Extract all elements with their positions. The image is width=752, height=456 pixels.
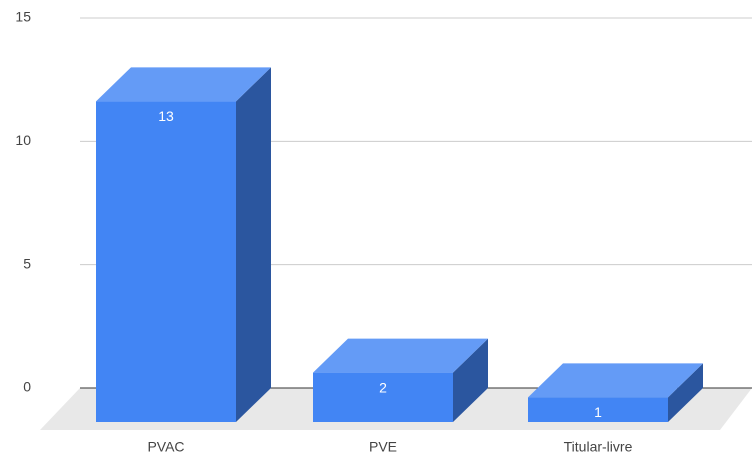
data-label: 1	[594, 404, 602, 420]
data-label: 2	[379, 379, 387, 395]
x-tick-label: PVE	[369, 439, 397, 455]
x-tick-label: Titular-livre	[564, 439, 633, 455]
bar-top	[528, 363, 703, 398]
bar-side	[453, 338, 488, 422]
y-tick-label: 15	[15, 9, 31, 25]
bar-top	[313, 338, 488, 373]
bar-front	[313, 372, 453, 422]
bar	[96, 67, 271, 422]
bar-side	[236, 67, 271, 422]
bar	[313, 338, 488, 422]
x-tick-label: PVAC	[147, 439, 184, 455]
bar-side	[668, 363, 703, 422]
bar-front	[96, 101, 236, 422]
y-tick-label: 5	[23, 255, 31, 271]
bar	[528, 363, 703, 422]
bar-front	[528, 397, 668, 422]
bar-top	[96, 67, 271, 102]
y-tick-label: 0	[23, 379, 31, 395]
data-label: 13	[158, 108, 174, 124]
y-tick-label: 10	[15, 132, 31, 148]
